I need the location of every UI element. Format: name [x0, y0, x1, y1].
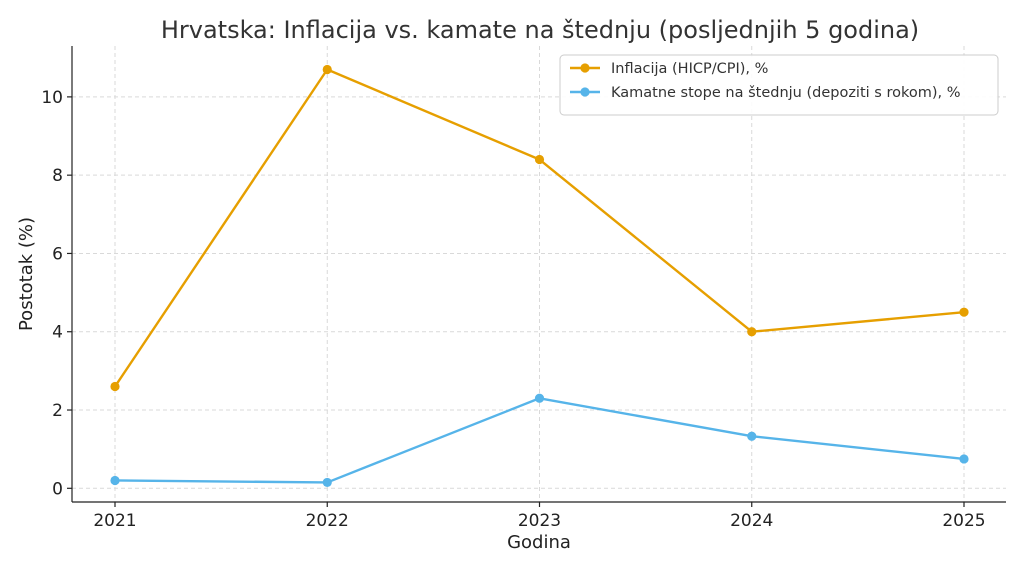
x-tick-label: 2024 — [730, 511, 773, 531]
series-point-0-2025 — [959, 307, 969, 317]
legend-box — [559, 54, 999, 116]
series-point-0-2021 — [110, 381, 120, 392]
series-point-0-2023 — [534, 154, 545, 165]
x-tick-label: 2023 — [518, 511, 561, 531]
y-axis-label: Postotak (%) — [16, 217, 37, 331]
series-point-1-2023 — [534, 393, 545, 403]
y-tick-label: 0 — [52, 479, 63, 499]
legend-label-0: Inflacija (HICP/CPI), % — [611, 61, 768, 77]
y-tick-label: 8 — [52, 166, 63, 186]
x-axis-label: Godina — [507, 532, 571, 553]
legend-swatch-marker-0 — [580, 63, 590, 73]
x-tick-label: 2021 — [93, 511, 136, 531]
legend-swatch-marker-1 — [580, 87, 590, 97]
x-tick-label: 2022 — [306, 511, 349, 531]
series-point-1-2025 — [959, 454, 969, 464]
y-tick-label: 6 — [52, 244, 63, 264]
x-tick-label: 2025 — [942, 511, 985, 531]
y-tick-label: 2 — [52, 401, 63, 421]
chart-title: Hrvatska: Inflacija vs. kamate na štednj… — [161, 16, 919, 44]
legend: Inflacija (HICP/CPI), % Kamatne stope na … — [559, 54, 999, 116]
series-layer — [110, 64, 969, 488]
series-point-1-2021 — [110, 475, 120, 486]
series-point-0-2022 — [322, 64, 332, 75]
series-point-0-2024 — [747, 327, 757, 337]
grid — [72, 46, 1006, 502]
y-tick-label: 4 — [52, 323, 63, 343]
y-tick-label: 10 — [41, 88, 63, 108]
axes: 0 2 4 6 8 10 2021 2022 2023 2024 2025 — [41, 46, 1006, 531]
series-point-1-2022 — [322, 477, 332, 488]
series-point-1-2024 — [747, 431, 757, 441]
legend-label-1: Kamatne stope na štednju (depoziti s rok… — [611, 85, 961, 101]
